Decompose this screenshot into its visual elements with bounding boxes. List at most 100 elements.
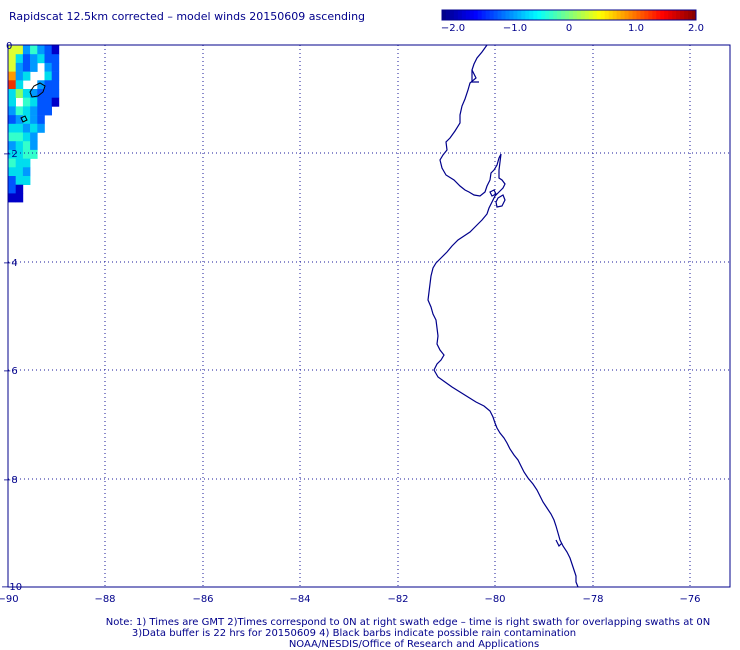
x-axis: −90 −88 −86 −84 −82 −80 −78 −76 <box>0 594 701 605</box>
wind-cell <box>37 97 45 107</box>
wind-cell <box>30 149 38 159</box>
colorbar-segment <box>684 10 689 20</box>
colorbar-segment <box>497 10 503 20</box>
y-tick-label: −6 <box>3 366 18 377</box>
wind-cell <box>37 115 45 125</box>
wind-cell <box>15 54 24 64</box>
colorbar-segment <box>688 10 693 20</box>
wind-cell <box>8 45 16 55</box>
colorbar-segment <box>521 10 526 20</box>
wind-cell <box>8 167 16 177</box>
colorbar-segment <box>616 10 622 20</box>
wind-data-cells <box>8 45 60 203</box>
wind-cell <box>8 176 16 185</box>
colorbar-segment <box>561 10 566 20</box>
note-line-2: 3)Data buffer is 22 hrs for 20150609 4) … <box>132 628 576 639</box>
y-tick-label: −10 <box>1 582 22 593</box>
x-tick-label: −80 <box>484 594 505 605</box>
colorbar-segment <box>660 10 665 20</box>
colorbar-segment <box>569 10 574 20</box>
wind-cell <box>8 115 16 125</box>
wind-cell <box>22 45 31 55</box>
colorbar-segment <box>485 10 491 20</box>
wind-cell <box>30 97 38 107</box>
wind-cell <box>30 132 38 142</box>
wind-cell <box>22 97 31 107</box>
figure-notes: Note: 1) Times are GMT 2)Times correspon… <box>106 617 711 650</box>
colorbar-segment <box>453 10 459 20</box>
colorbar-frame <box>441 9 697 21</box>
colorbar-segment <box>644 10 649 20</box>
wind-cell <box>22 132 31 142</box>
colorbar-segment <box>465 10 471 20</box>
puna-island <box>489 189 497 197</box>
wind-cell <box>30 62 38 72</box>
coastline <box>427 44 579 588</box>
colorbar-segment <box>632 10 637 20</box>
wind-cell <box>15 115 24 125</box>
colorbar-segment <box>525 10 530 20</box>
colorbar-segment <box>608 10 614 20</box>
wind-cell <box>22 123 31 133</box>
colorbar-segment <box>461 10 467 20</box>
colorbar-segment <box>469 10 475 20</box>
wind-cell <box>8 97 16 107</box>
colorbar-segment <box>505 10 510 20</box>
colorbar-segment <box>489 10 495 20</box>
wind-cell <box>22 167 31 177</box>
wind-cell <box>8 62 16 72</box>
colorbar-segment <box>592 10 598 20</box>
colorbar-segment <box>628 10 633 20</box>
wind-cell <box>15 71 24 81</box>
colorbar-segment <box>576 10 582 20</box>
wind-cell <box>30 141 38 151</box>
wind-cell <box>15 80 24 90</box>
colorbar-segment <box>636 10 641 20</box>
wind-cell <box>22 71 31 81</box>
wind-cell <box>8 184 16 194</box>
colorbar-segment <box>501 10 506 20</box>
colorbar-segment <box>620 10 626 20</box>
colorbar-segment <box>640 10 645 20</box>
wind-cell <box>30 106 38 116</box>
wind-cell <box>8 123 16 133</box>
wind-cell <box>51 71 60 81</box>
galapagos-islands <box>20 82 46 123</box>
wind-cell <box>15 123 24 133</box>
colorbar-segment <box>656 10 661 20</box>
wind-cell <box>15 141 24 151</box>
wind-cell <box>8 80 16 90</box>
wind-cell <box>15 62 24 72</box>
wind-cell <box>37 54 45 64</box>
y-tick-label: −8 <box>3 475 18 486</box>
colorbar-segment <box>457 10 463 20</box>
wind-cell <box>22 106 31 116</box>
x-tick-label: −76 <box>679 594 700 605</box>
wind-cell <box>8 89 16 98</box>
x-tick-label: −86 <box>192 594 213 605</box>
wind-cell <box>22 141 31 151</box>
colorbar-segment <box>449 10 455 20</box>
wind-cell <box>37 45 45 55</box>
wind-cell <box>44 80 52 90</box>
colorbar-segment <box>509 10 514 20</box>
wind-cell <box>22 176 31 185</box>
colorbar-segment <box>588 10 594 20</box>
colorbar-segment <box>545 10 550 20</box>
wind-cell <box>15 149 24 159</box>
wind-cell <box>30 123 38 133</box>
x-tick-label: −90 <box>0 594 19 605</box>
wind-cell <box>44 97 52 107</box>
coastline-small-bay <box>555 539 563 548</box>
wind-cell <box>8 158 16 168</box>
map-panel <box>7 44 731 588</box>
x-tick-label: −88 <box>94 594 115 605</box>
colorbar-segment <box>580 10 586 20</box>
wind-cell <box>51 80 60 90</box>
wind-cell <box>15 132 24 142</box>
wind-cell <box>22 158 31 168</box>
colorbar-segment <box>481 10 487 20</box>
wind-cell <box>8 132 16 142</box>
colorbar-tick: 0 <box>566 23 572 34</box>
colorbar-segment <box>624 10 630 20</box>
